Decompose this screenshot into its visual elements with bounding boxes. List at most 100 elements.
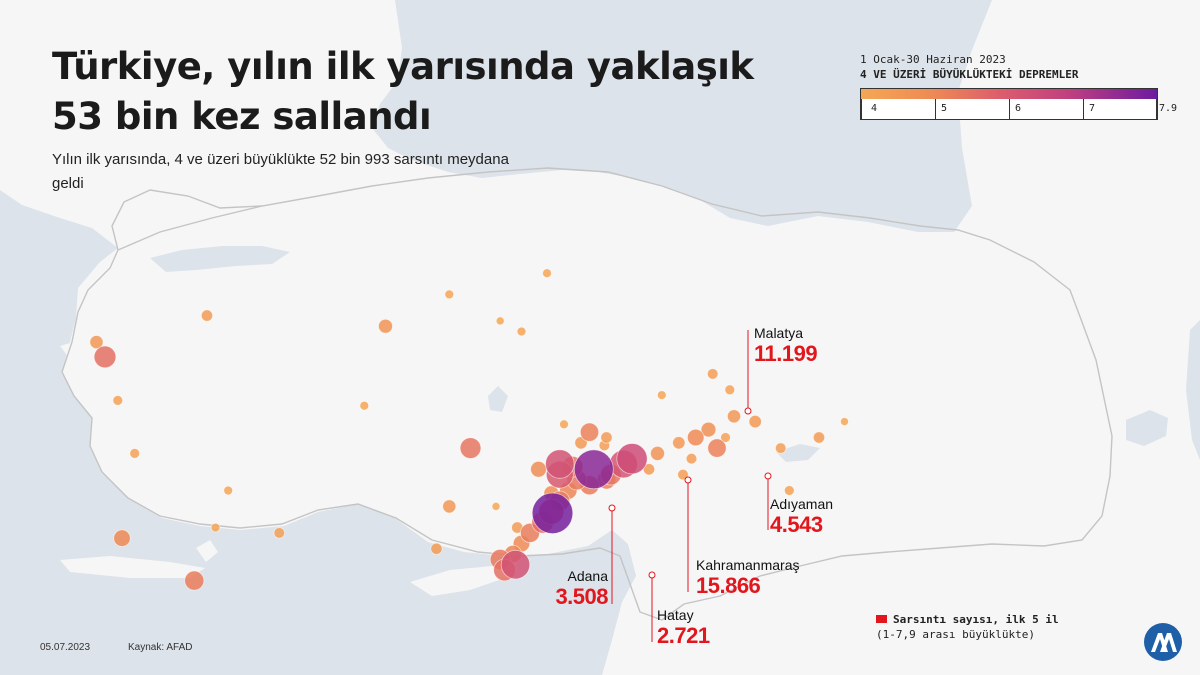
caspian-sea xyxy=(1186,320,1200,460)
earthquake-point xyxy=(210,522,221,533)
black-sea xyxy=(372,0,992,232)
earthquake-point xyxy=(444,289,455,300)
city-count-malatya: 11.199 xyxy=(754,341,818,366)
earthquake-point xyxy=(559,419,569,430)
earthquake-point xyxy=(89,335,104,350)
scale-label-5: 5 xyxy=(941,103,948,114)
ataturk-dam-lake xyxy=(776,444,820,462)
cyprus-island xyxy=(410,560,520,596)
lesbos-island xyxy=(60,340,88,362)
city-name-hatay: Hatay xyxy=(657,607,694,623)
legend-title: 4 VE ÜZERİ BÜYÜKLÜKTEKİ DEPREMLER xyxy=(860,68,1079,81)
earthquake-point xyxy=(775,442,787,454)
footer-date: 05.07.2023 xyxy=(40,642,91,653)
city-name-adiyaman: Adıyaman xyxy=(770,496,834,512)
earthquake-point xyxy=(600,431,613,444)
earthquake-point xyxy=(273,527,286,539)
earthquake-point xyxy=(112,395,124,406)
crete-island xyxy=(60,556,205,578)
aegean-mediterranean-sea xyxy=(0,190,636,675)
earthquake-point xyxy=(727,409,742,424)
earthquake-point xyxy=(129,448,141,459)
scale-tick-4 xyxy=(861,99,862,119)
earthquake-point xyxy=(748,414,762,429)
city-name-adana: Adana xyxy=(567,568,608,584)
earthquake-point xyxy=(812,431,826,444)
earthquake-point xyxy=(430,542,443,555)
red-swatch-icon xyxy=(876,615,887,623)
earthquake-point xyxy=(720,432,731,443)
earthquake-point xyxy=(184,570,205,591)
earthquake-point xyxy=(516,326,527,337)
leader-dot-kahramanmaras xyxy=(684,476,692,484)
page-subtitle: Yılın ilk yarısında, 4 ve üzeri büyüklük… xyxy=(52,151,509,192)
city-count-adana: 3.508 xyxy=(555,584,608,609)
thrace-border xyxy=(111,189,263,251)
page-title: Türkiye, yılın ilk yarısında yaklaşık 53… xyxy=(52,45,754,138)
earthquake-point xyxy=(359,400,370,411)
earthquake-point xyxy=(707,368,719,380)
earthquake-point xyxy=(700,421,717,438)
leader-dot-hatay xyxy=(648,571,656,579)
scale-tick-5 xyxy=(935,99,936,119)
city-name-kahramanmaras: Kahramanmaraş xyxy=(696,557,800,573)
earthquake-point xyxy=(113,529,131,547)
legend-period: 1 Ocak-30 Haziran 2023 xyxy=(860,53,1006,66)
earthquake-point xyxy=(840,417,849,427)
earthquake-point xyxy=(677,468,689,481)
lake-tuz xyxy=(488,386,508,412)
scale-tick-6 xyxy=(1009,99,1010,119)
earthquake-point xyxy=(530,460,547,478)
earthquake-point xyxy=(650,445,665,461)
earthquake-point xyxy=(545,449,575,479)
earthquake-point xyxy=(459,437,482,459)
earthquake-point xyxy=(93,345,117,369)
city-name-malatya: Malatya xyxy=(754,325,804,341)
leader-dot-adana xyxy=(608,504,616,512)
scale-tick-79 xyxy=(1156,99,1157,119)
earthquake-point xyxy=(724,384,736,396)
city-label-adiyaman: Adıyaman 4.543 xyxy=(770,496,833,537)
scale-label-79: 7.9 xyxy=(1159,103,1178,114)
leader-dot-malatya xyxy=(744,407,752,415)
earthquake-point xyxy=(573,449,614,490)
earthquake-point xyxy=(378,318,393,334)
leader-dot-adiyaman xyxy=(764,472,772,480)
earthquake-point xyxy=(707,438,727,458)
earthquake-point xyxy=(442,499,457,514)
earthquake-point xyxy=(542,268,552,279)
magnitude-gradient xyxy=(861,89,1157,99)
city-count-adiyaman: 4.543 xyxy=(770,512,823,537)
rhodes-island xyxy=(196,540,218,562)
earthquake-point xyxy=(495,316,505,326)
scale-label-4: 4 xyxy=(871,103,878,114)
earthquake-point xyxy=(656,390,667,400)
earthquake-point xyxy=(531,492,574,534)
city-count-kahramanmaras: 15.866 xyxy=(696,573,761,598)
city-label-hatay: Hatay 2.721 xyxy=(657,607,710,648)
sea-of-marmara xyxy=(150,246,290,272)
magnitude-legend: 1 Ocak-30 Haziran 2023 4 VE ÜZERİ BÜYÜKL… xyxy=(860,52,1180,120)
earthquake-point xyxy=(579,422,600,442)
earthquake-point xyxy=(685,453,698,465)
city-label-kahramanmaras: Kahramanmaraş 15.866 xyxy=(696,557,800,598)
earthquake-point xyxy=(500,550,531,580)
earthquake-point xyxy=(783,485,795,496)
city-count-hatay: 2.721 xyxy=(657,623,710,648)
aa-logo-icon xyxy=(1144,623,1182,661)
earthquake-point xyxy=(491,501,501,511)
earthquake-point xyxy=(223,485,234,496)
earthquake-point xyxy=(687,428,705,447)
count-note-line1: Sarsıntı sayısı, ilk 5 il xyxy=(876,612,1059,627)
city-label-malatya: Malatya 11.199 xyxy=(754,325,818,366)
scale-label-6: 6 xyxy=(1015,103,1022,114)
turkey-border xyxy=(61,167,1113,621)
aa-logo-mark xyxy=(1151,633,1177,652)
footer-source: Kaynak: AFAD xyxy=(128,642,193,653)
scale-tick-7 xyxy=(1083,99,1084,119)
earthquake-point xyxy=(616,443,648,475)
city-label-adana: Adana 3.508 xyxy=(530,568,608,609)
earthquake-points xyxy=(89,268,849,591)
scale-label-7: 7 xyxy=(1089,103,1096,114)
